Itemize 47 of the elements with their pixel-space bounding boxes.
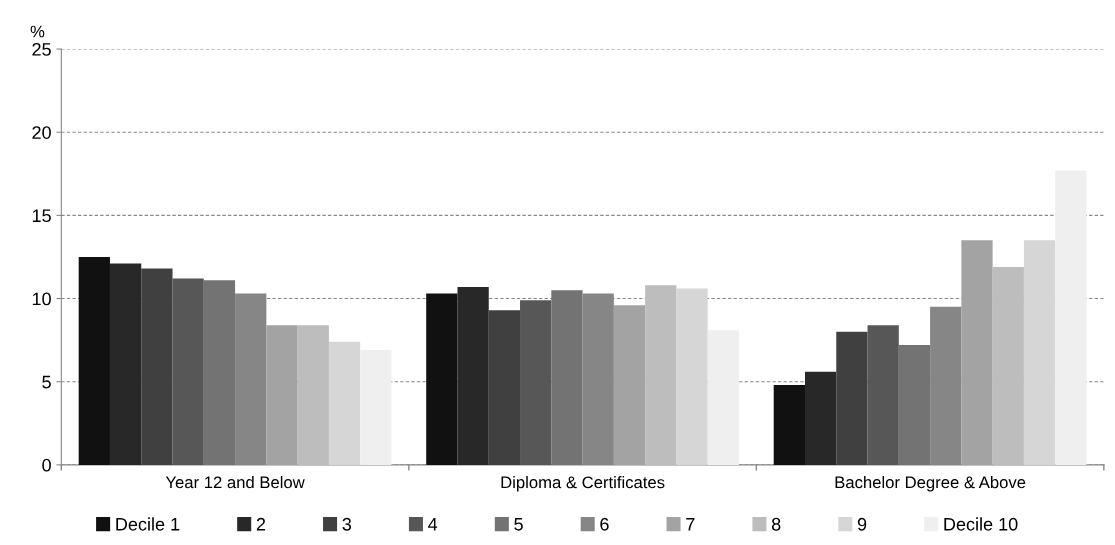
bar [488, 310, 521, 465]
legend-label: Decile 10 [944, 517, 1018, 531]
y-tick-label: 0 [42, 458, 51, 472]
bar [203, 280, 236, 465]
legend-label: Decile 1 [116, 517, 180, 531]
bar [520, 300, 552, 465]
legend-label: 4 [428, 518, 438, 531]
bar [266, 325, 298, 465]
legend-label: 6 [600, 517, 609, 531]
y-axis-title: % [30, 25, 45, 38]
legend-label: 3 [342, 517, 352, 531]
bar [297, 325, 329, 465]
bar [836, 331, 868, 465]
bar [141, 268, 173, 465]
bar [645, 285, 677, 465]
bar [1023, 240, 1056, 465]
y-tick-label: 5 [42, 375, 51, 389]
legend-label: 5 [514, 518, 523, 531]
legend-label: 9 [857, 517, 867, 531]
x-tick-label: Year 12 and Below [165, 476, 305, 489]
bar [109, 263, 142, 465]
x-tick-label: Diploma & Certificates [501, 476, 665, 492]
y-tick-label: 20 [32, 126, 51, 139]
bar [1055, 170, 1087, 465]
legend-label: 8 [771, 517, 781, 531]
bar [78, 256, 110, 465]
bar [804, 371, 837, 465]
bar [457, 286, 489, 465]
x-tick-label: Bachelor Degree & Above [835, 476, 1026, 492]
bar [360, 350, 392, 465]
bar [328, 341, 361, 465]
bar [551, 290, 583, 465]
bar [172, 278, 204, 465]
bar [613, 305, 646, 465]
y-tick-label: 15 [32, 209, 51, 223]
bar [867, 325, 899, 465]
bar [898, 345, 931, 465]
y-tick-label: 10 [32, 292, 51, 306]
bar [992, 266, 1024, 465]
bar [426, 293, 458, 465]
bar [961, 240, 993, 465]
bar [773, 385, 805, 465]
y-tick-label: 25 [32, 42, 51, 56]
legend-label: 2 [256, 517, 266, 531]
bar [707, 330, 739, 465]
bar [676, 288, 708, 465]
legend-label: 7 [686, 518, 695, 531]
